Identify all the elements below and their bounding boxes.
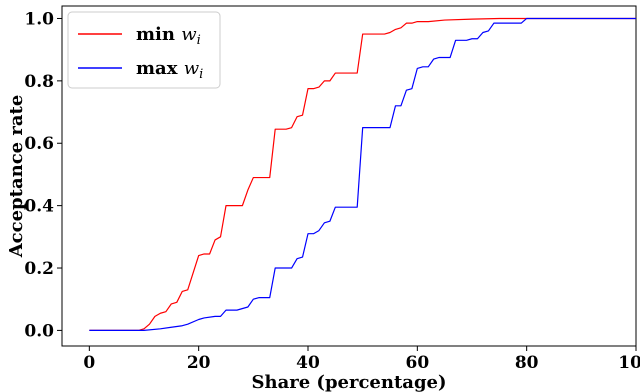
x-tick-label: 20 [187, 353, 211, 373]
x-tick-label: 40 [296, 353, 320, 373]
y-axis-label: Acceptance rate [6, 95, 27, 259]
x-tick-label: 60 [405, 353, 429, 373]
y-axis-ticks: 0.0 0.2 0.4 0.6 0.8 1.0 [24, 9, 62, 341]
plot-frame [61, 5, 637, 347]
y-tick-label: 0.4 [24, 197, 54, 217]
legend-entry-max: max wi [136, 58, 203, 82]
y-tick-label: 0.8 [24, 72, 54, 92]
x-axis-label: Share (percentage) [251, 372, 446, 392]
legend-entry-min: min wi [136, 24, 201, 48]
x-tick-label: 0 [83, 353, 95, 373]
x-axis-ticks: 0 20 40 60 80 100 [83, 346, 640, 373]
y-tick-label: 0.6 [24, 134, 54, 154]
legend: min wi max wi [67, 11, 221, 89]
series-layer [89, 17, 636, 331]
x-tick-label: 80 [515, 353, 539, 373]
y-tick-label: 0.2 [24, 259, 54, 279]
series-line-min [89, 17, 636, 331]
axes-frame [61, 5, 637, 347]
y-tick-label: 1.0 [24, 9, 54, 29]
series-line-max [89, 17, 636, 331]
y-tick-label: 0.0 [24, 321, 54, 341]
x-tick-label: 100 [618, 353, 640, 373]
legend-box [67, 11, 221, 89]
